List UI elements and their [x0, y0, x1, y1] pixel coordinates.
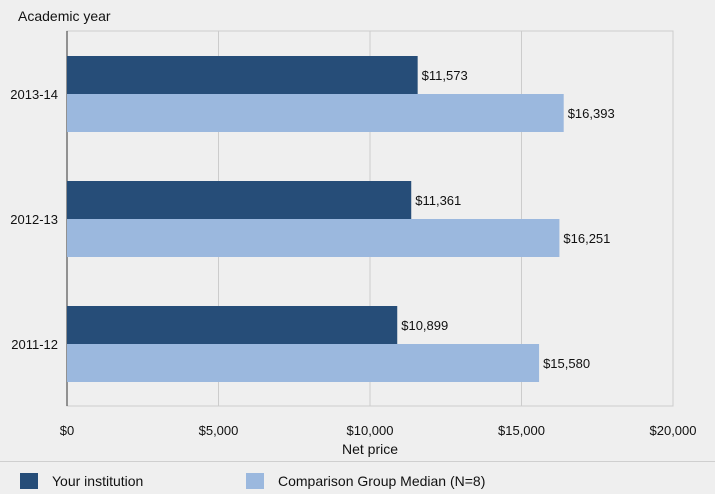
x-tick-label: $5,000	[199, 423, 239, 438]
legend-label-comparison-median: Comparison Group Median (N=8)	[278, 473, 486, 489]
legend-item-your-institution: Your institution	[20, 471, 143, 491]
legend-label-your-institution: Your institution	[52, 473, 144, 489]
x-tick-label: $20,000	[650, 423, 697, 438]
bar-comparison-median	[67, 219, 560, 257]
y-axis-title: Academic year	[18, 8, 111, 24]
y-tick-label: 2012-13	[10, 212, 58, 227]
y-tick-label: 2013-14	[10, 87, 58, 102]
bar-comparison-median	[67, 344, 540, 382]
x-axis-title: Net price	[342, 441, 398, 457]
y-tick-label: 2011-12	[11, 337, 58, 352]
legend-swatch-your-institution	[20, 473, 38, 489]
bar-your-institution	[67, 306, 398, 344]
x-tick-label: $15,000	[498, 423, 545, 438]
legend: Your institution Comparison Group Median…	[0, 461, 715, 494]
bar-comparison-median	[67, 94, 564, 132]
x-tick-label: $0	[60, 423, 74, 438]
data-label: $10,899	[401, 318, 448, 333]
bar-chart: $0 $5,000 $10,000 $15,000 $20,000 $11,573 $16,…	[10, 8, 697, 457]
data-label: $11,361	[415, 193, 461, 208]
data-label: $11,573	[422, 68, 468, 83]
x-tick-label: $10,000	[347, 423, 394, 438]
data-label: $16,251	[563, 231, 610, 246]
legend-item-comparison-median: Comparison Group Median (N=8)	[246, 471, 485, 491]
bar-your-institution	[67, 56, 418, 94]
bar-your-institution	[67, 181, 412, 219]
data-label: $15,580	[543, 356, 590, 371]
data-label: $16,393	[568, 106, 615, 121]
legend-swatch-comparison-median	[246, 473, 264, 489]
